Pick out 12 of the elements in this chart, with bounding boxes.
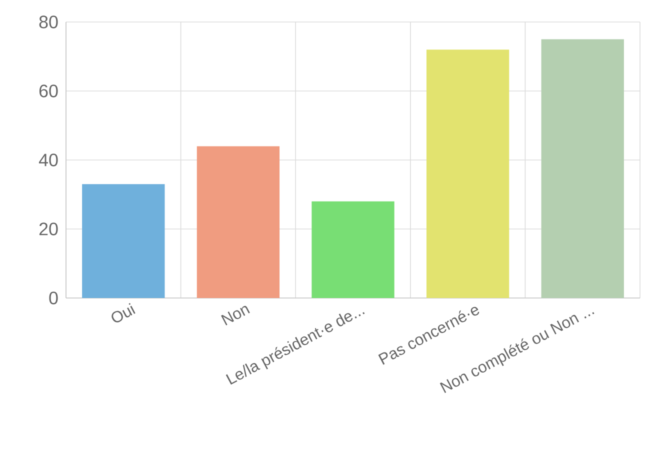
x-tick-label: Non — [221, 306, 250, 326]
bar — [426, 50, 510, 298]
bar — [82, 184, 165, 298]
y-tick-label: 20 — [39, 222, 58, 236]
y-tick-label: 0 — [49, 292, 58, 304]
y-tick-label: 60 — [39, 84, 58, 98]
bar — [541, 39, 624, 298]
x-tick-label: Oui — [112, 303, 136, 322]
y-tick-label: 40 — [38, 154, 58, 166]
bar — [196, 146, 280, 298]
y-tick-label: 80 — [39, 16, 58, 28]
bar — [312, 201, 394, 298]
